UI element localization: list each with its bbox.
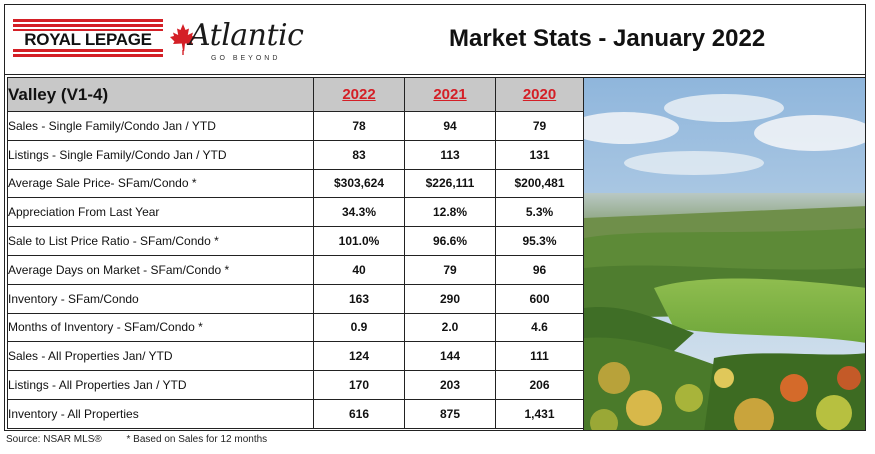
row-label: Sale to List Price Ratio - SFam/Condo * (7, 226, 314, 256)
row-label: Inventory - All Properties (7, 398, 314, 429)
table-row: Inventory - All Properties 616 875 1,431 (7, 398, 584, 429)
year-header-2020: 2020 (495, 77, 584, 112)
table-row: Appreciation From Last Year 34.3% 12.8% … (7, 197, 584, 228)
cell-2020: 1,431 (495, 398, 584, 429)
table-row: Average Sale Price- SFam/Condo * $303,62… (7, 168, 584, 199)
row-label: Appreciation From Last Year (7, 197, 314, 228)
cell-2021: 94 (404, 111, 496, 141)
table-row: Months of Inventory - SFam/Condo * 0.9 2… (7, 312, 584, 343)
table-row: Sales - Single Family/Condo Jan / YTD 78… (7, 111, 584, 141)
page-title: Market Stats - January 2022 (449, 25, 766, 52)
cell-2022: $303,624 (313, 168, 405, 199)
cell-2020: 4.6 (495, 312, 584, 343)
cell-2021: 12.8% (404, 197, 496, 228)
brand-tagline: GO BEYOND (211, 55, 281, 62)
cell-2020: 111 (495, 341, 584, 372)
cell-2022: 78 (313, 111, 405, 141)
row-label: Listings - Single Family/Condo Jan / YTD (7, 139, 314, 170)
row-label: Average Days on Market - SFam/Condo * (7, 254, 314, 285)
row-label: Average Sale Price- SFam/Condo * (7, 168, 314, 199)
cell-2020: 79 (495, 111, 584, 141)
year-header-2022: 2022 (313, 77, 405, 112)
cell-2022: 124 (313, 341, 405, 372)
cell-2021: 2.0 (404, 312, 496, 343)
cell-2021: 290 (404, 283, 496, 314)
cell-2020: $200,481 (495, 168, 584, 199)
cell-2020: 5.3% (495, 197, 584, 228)
royal-lepage-logo: ROYAL LEPAGE (13, 19, 163, 59)
source-note: Source: NSAR MLS® (6, 434, 102, 445)
market-stats-panel: ROYAL LEPAGE Atlantic GO BEYOND Market S… (4, 4, 866, 431)
region-header: Valley (V1-4) (7, 77, 314, 112)
valley-landscape-image (584, 78, 865, 430)
table-row: Average Days on Market - SFam/Condo * 40… (7, 254, 584, 285)
cell-2021: $226,111 (404, 168, 496, 199)
row-label: Sales - All Properties Jan/ YTD (7, 341, 314, 372)
cell-2020: 95.3% (495, 226, 584, 256)
maple-leaf-icon (170, 24, 196, 55)
cell-2022: 0.9 (313, 312, 405, 343)
cell-2021: 113 (404, 139, 496, 170)
header: ROYAL LEPAGE Atlantic GO BEYOND Market S… (5, 5, 865, 75)
table-row: Listings - Single Family/Condo Jan / YTD… (7, 139, 584, 170)
row-label: Inventory - SFam/Condo (7, 283, 314, 314)
cell-2022: 163 (313, 283, 405, 314)
row-label: Months of Inventory - SFam/Condo * (7, 312, 314, 343)
footer: Source: NSAR MLS® * Based on Sales for 1… (6, 434, 289, 445)
cell-2022: 101.0% (313, 226, 405, 256)
cell-2022: 170 (313, 370, 405, 400)
row-label: Listings - All Properties Jan / YTD (7, 370, 314, 400)
year-header-2021: 2021 (404, 77, 496, 112)
table-header-row: Valley (V1-4) 2022 2021 2020 (7, 77, 584, 112)
cell-2020: 96 (495, 254, 584, 285)
cell-2021: 79 (404, 254, 496, 285)
cell-2020: 206 (495, 370, 584, 400)
market-stats-table: Valley (V1-4) 2022 2021 2020 Sales - Sin… (7, 77, 584, 429)
cell-2022: 40 (313, 254, 405, 285)
table-row: Listings - All Properties Jan / YTD 170 … (7, 370, 584, 400)
footnote: * Based on Sales for 12 months (126, 434, 268, 445)
cell-2020: 600 (495, 283, 584, 314)
cell-2021: 144 (404, 341, 496, 372)
cell-2022: 34.3% (313, 197, 405, 228)
table-row: Sale to List Price Ratio - SFam/Condo * … (7, 226, 584, 256)
cell-2020: 131 (495, 139, 584, 170)
cell-2021: 203 (404, 370, 496, 400)
cell-2022: 616 (313, 398, 405, 429)
landscape-photo (583, 77, 866, 431)
row-label: Sales - Single Family/Condo Jan / YTD (7, 111, 314, 141)
brand-name: ROYAL LEPAGE (24, 30, 152, 49)
cell-2021: 96.6% (404, 226, 496, 256)
cell-2021: 875 (404, 398, 496, 429)
table-row: Sales - All Properties Jan/ YTD 124 144 … (7, 341, 584, 372)
cell-2022: 83 (313, 139, 405, 170)
table-row: Inventory - SFam/Condo 163 290 600 (7, 283, 584, 314)
brand-script: Atlantic (189, 18, 304, 53)
